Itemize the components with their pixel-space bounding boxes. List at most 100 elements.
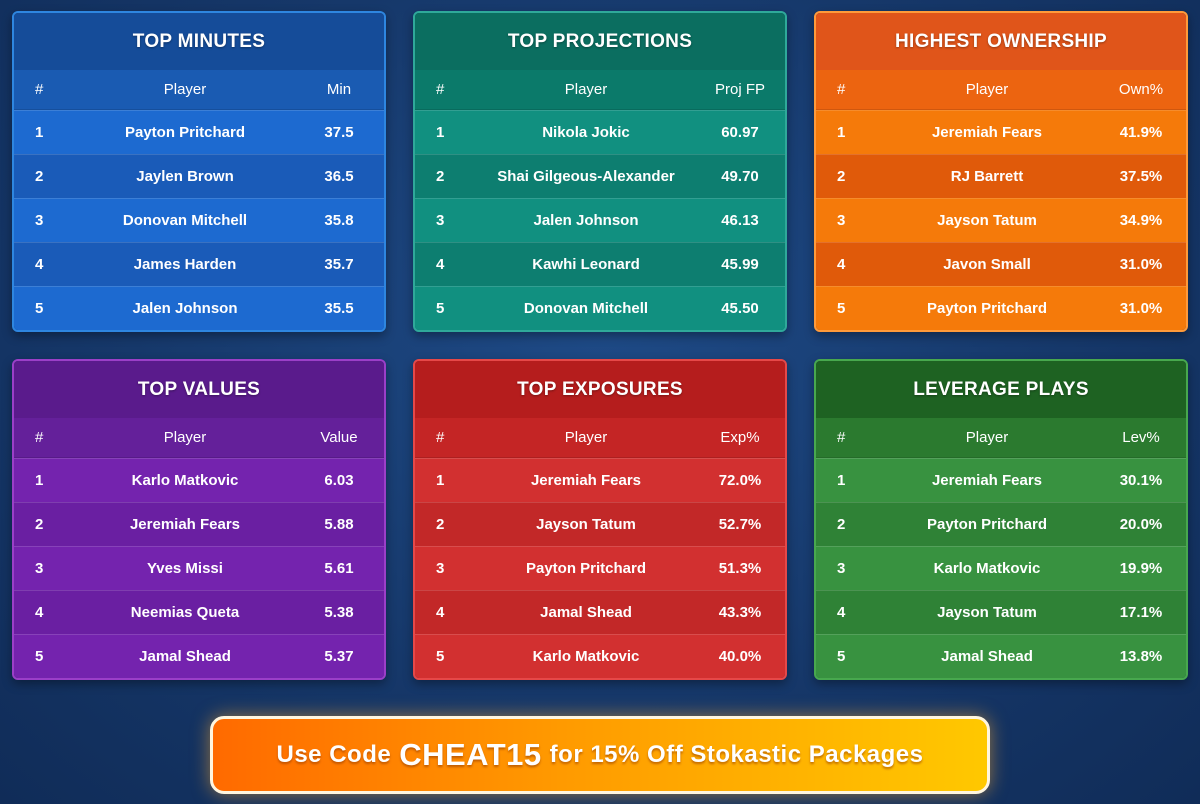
player-name: Javon Small — [943, 256, 1031, 273]
table-row[interactable]: 4 Neemias Queta 5.38 — [14, 590, 384, 634]
rank-cell: 5 — [35, 300, 44, 317]
card-title: TOP MINUTES — [14, 13, 384, 70]
rank-cell: 3 — [837, 212, 846, 229]
stat-value: 6.03 — [324, 472, 354, 489]
table-row[interactable]: 2 Shai Gilgeous-Alexander 49.70 — [415, 154, 785, 198]
rank-cell: 5 — [436, 648, 445, 665]
player-name: Jamal Shead — [540, 604, 632, 621]
card-top-values: TOP VALUES # Player Value 1 Karlo Matkovic 6.0… — [12, 359, 386, 680]
stat-value: 45.50 — [721, 300, 759, 317]
table-body: 1 Nikola Jokic 60.97 2 Shai Gilgeous-Alexand… — [415, 110, 785, 330]
promo-code-banner[interactable]: Use Code CHEAT15 for 15% Off Stokastic P… — [210, 716, 990, 794]
rank-header: # — [436, 81, 445, 98]
stat-value: 36.5 — [324, 168, 354, 185]
card-leverage-plays: LEVERAGE PLAYS # Player Lev% 1 Jeremiah Fears… — [814, 359, 1188, 680]
table-row[interactable]: 3 Karlo Matkovic 19.9% — [816, 546, 1186, 590]
table-row[interactable]: 2 Payton Pritchard 20.0% — [816, 502, 1186, 546]
rank-cell: 1 — [35, 124, 44, 141]
stat-value: 5.88 — [324, 516, 354, 533]
table-row[interactable]: 4 Jamal Shead 43.3% — [415, 590, 785, 634]
table-row[interactable]: 5 Jamal Shead 13.8% — [816, 634, 1186, 678]
rank-cell: 4 — [837, 256, 846, 273]
stat-value: 45.99 — [721, 256, 759, 273]
rank-cell: 5 — [436, 300, 445, 317]
player-name: Donovan Mitchell — [122, 212, 248, 229]
table-row[interactable]: 3 Payton Pritchard 51.3% — [415, 546, 785, 590]
stat-value: 20.0% — [1119, 516, 1163, 533]
table-row[interactable]: 2 Jayson Tatum 52.7% — [415, 502, 785, 546]
stat-value: 5.37 — [324, 648, 354, 665]
rank-cell: 4 — [35, 256, 44, 273]
card-top-projections: TOP PROJECTIONS # Player Proj FP 1 Nikola Jok… — [413, 11, 787, 332]
table-row[interactable]: 1 Jeremiah Fears 30.1% — [816, 458, 1186, 502]
stat-value: 19.9% — [1119, 560, 1163, 577]
table-row[interactable]: 3 Donovan Mitchell 35.8 — [14, 198, 384, 242]
stat-value: 5.61 — [324, 560, 354, 577]
rank-cell: 3 — [35, 560, 44, 577]
table-row[interactable]: 2 Jeremiah Fears 5.88 — [14, 502, 384, 546]
rank-cell: 2 — [35, 168, 44, 185]
card-title: TOP VALUES — [14, 361, 384, 418]
table-row[interactable]: 4 Jayson Tatum 17.1% — [816, 590, 1186, 634]
stat-value: 37.5 — [324, 124, 354, 141]
card-title: TOP PROJECTIONS — [415, 13, 785, 70]
rank-cell: 4 — [436, 604, 445, 621]
table-row[interactable]: 2 RJ Barrett 37.5% — [816, 154, 1186, 198]
table-row[interactable]: 5 Payton Pritchard 31.0% — [816, 286, 1186, 330]
stats-grid: TOP MINUTES # Player Min 1 Payton Pritchard 37… — [12, 11, 1188, 680]
rank-cell: 2 — [837, 516, 846, 533]
table-row[interactable]: 1 Jeremiah Fears 41.9% — [816, 110, 1186, 154]
table-row[interactable]: 3 Yves Missi 5.61 — [14, 546, 384, 590]
player-name: Karlo Matkovic — [131, 472, 239, 489]
player-name: Jamal Shead — [139, 648, 231, 665]
stat-value: 17.1% — [1119, 604, 1163, 621]
table-row[interactable]: 4 Kawhi Leonard 45.99 — [415, 242, 785, 286]
table-row[interactable]: 1 Karlo Matkovic 6.03 — [14, 458, 384, 502]
promo-prefix: Use Code — [276, 741, 392, 768]
rank-cell: 3 — [35, 212, 44, 229]
stat-value: 41.9% — [1119, 124, 1163, 141]
rank-header: # — [35, 81, 44, 98]
table-row[interactable]: 5 Jamal Shead 5.37 — [14, 634, 384, 678]
card-highest-ownership: HIGHEST OWNERSHIP # Player Own% 1 Jeremiah Fe… — [814, 11, 1188, 332]
table-row[interactable]: 5 Karlo Matkovic 40.0% — [415, 634, 785, 678]
promo-code: CHEAT15 — [399, 737, 542, 772]
rank-cell: 5 — [837, 300, 846, 317]
card-top-exposures: TOP EXPOSURES # Player Exp% 1 Jeremiah Fears 7… — [413, 359, 787, 680]
stat-value: 35.5 — [324, 300, 354, 317]
player-name: James Harden — [133, 256, 237, 273]
rank-cell: 1 — [35, 472, 44, 489]
table-row[interactable]: 4 Javon Small 31.0% — [816, 242, 1186, 286]
player-name: Neemias Queta — [130, 604, 240, 621]
stat-value: 31.0% — [1119, 300, 1163, 317]
player-name: Jaylen Brown — [136, 168, 234, 185]
table-body: 1 Jeremiah Fears 72.0% 2 Jayson Tatum 52.7% 3 P… — [415, 458, 785, 678]
table-row[interactable]: 1 Jeremiah Fears 72.0% — [415, 458, 785, 502]
table-row[interactable]: 2 Jaylen Brown 36.5 — [14, 154, 384, 198]
rank-cell: 3 — [837, 560, 846, 577]
table-row[interactable]: 3 Jalen Johnson 46.13 — [415, 198, 785, 242]
table-body: 1 Jeremiah Fears 30.1% 2 Payton Pritchard 20.… — [816, 458, 1186, 678]
stat-value: 49.70 — [721, 168, 759, 185]
table-row[interactable]: 1 Nikola Jokic 60.97 — [415, 110, 785, 154]
table-row[interactable]: 4 James Harden 35.7 — [14, 242, 384, 286]
rank-cell: 5 — [837, 648, 846, 665]
player-header: Player — [965, 429, 1009, 446]
player-name: Nikola Jokic — [542, 124, 630, 141]
player-name: Karlo Matkovic — [933, 560, 1041, 577]
stat-value: 35.7 — [324, 256, 354, 273]
card-title: LEVERAGE PLAYS — [816, 361, 1186, 418]
rank-header: # — [837, 81, 846, 98]
table-row[interactable]: 3 Jayson Tatum 34.9% — [816, 198, 1186, 242]
table-row[interactable]: 1 Payton Pritchard 37.5 — [14, 110, 384, 154]
stat-value: 72.0% — [718, 472, 762, 489]
column-headers: # Player Lev% — [816, 418, 1186, 458]
table-row[interactable]: 5 Jalen Johnson 35.5 — [14, 286, 384, 330]
rank-header: # — [436, 429, 445, 446]
table-row[interactable]: 5 Donovan Mitchell 45.50 — [415, 286, 785, 330]
rank-header: # — [35, 429, 44, 446]
player-name: Payton Pritchard — [926, 300, 1048, 317]
player-name: Payton Pritchard — [124, 124, 246, 141]
player-header: Player — [965, 81, 1009, 98]
rank-cell: 3 — [436, 212, 445, 229]
